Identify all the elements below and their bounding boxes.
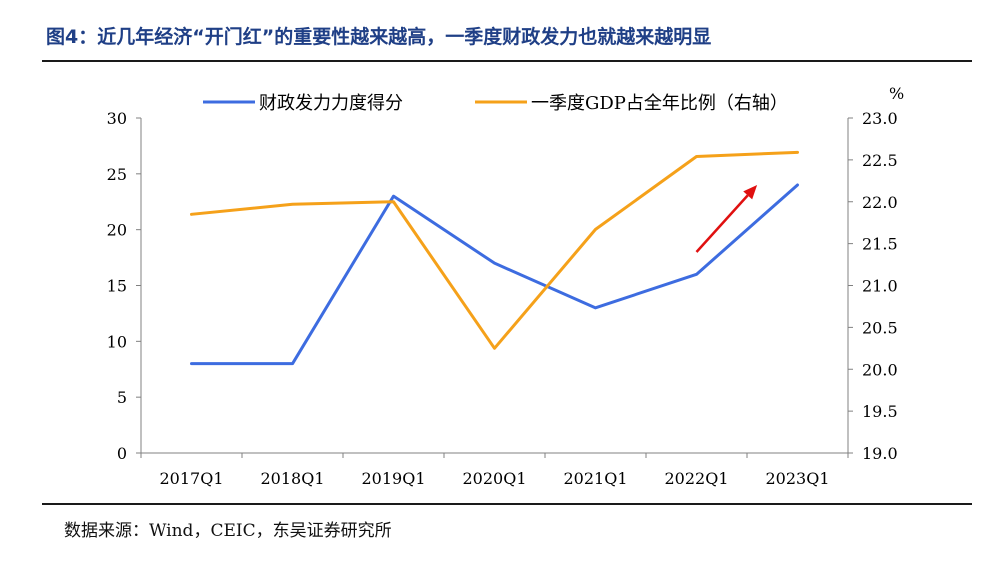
right-tick-label: 21.5: [862, 235, 898, 254]
x-tick-label: 2021Q1: [563, 469, 627, 488]
trend-arrow-shaft: [695, 194, 749, 253]
legend-label: 财政发力力度得分: [259, 93, 403, 114]
x-tick-label: 2020Q1: [462, 469, 526, 488]
left-tick-label: 10: [107, 332, 127, 351]
title-rule: [42, 60, 972, 62]
left-tick-label: 15: [107, 277, 127, 296]
trend-arrow-head: [743, 185, 758, 200]
right-axis-unit: %: [889, 84, 904, 103]
right-tick-label: 22.5: [862, 151, 898, 170]
data-source: 数据来源：Wind，CEIC，东吴证券研究所: [64, 521, 392, 541]
x-tick-label: 2019Q1: [361, 469, 425, 488]
series-line-fiscal-score: [190, 183, 799, 366]
left-tick-label: 5: [117, 388, 127, 407]
right-tick-label: 19.5: [862, 402, 898, 421]
right-tick-label: 20.5: [862, 318, 898, 337]
left-tick-label: 0: [117, 444, 127, 463]
left-tick-label: 20: [107, 221, 127, 240]
series-line-gdp-share: [190, 150, 799, 350]
x-tick-label: 2017Q1: [159, 469, 223, 488]
right-tick-label: 20.0: [862, 360, 898, 379]
x-tick-label: 2018Q1: [260, 469, 324, 488]
legend-label: 一季度GDP占全年比例（右轴）: [531, 93, 788, 114]
figure-title: 图4：近几年经济“开门红”的重要性越来越高，一季度财政发力也就越来越明显: [46, 26, 712, 48]
right-tick-label: 22.0: [862, 193, 898, 212]
right-tick-label: 19.0: [862, 444, 898, 463]
x-tick-label: 2022Q1: [664, 469, 728, 488]
x-tick-label: 2023Q1: [765, 469, 829, 488]
right-tick-label: 21.0: [862, 277, 898, 296]
source-rule: [42, 503, 972, 505]
left-tick-label: 25: [107, 165, 127, 184]
left-tick-label: 30: [107, 109, 127, 128]
right-tick-label: 23.0: [862, 109, 898, 128]
